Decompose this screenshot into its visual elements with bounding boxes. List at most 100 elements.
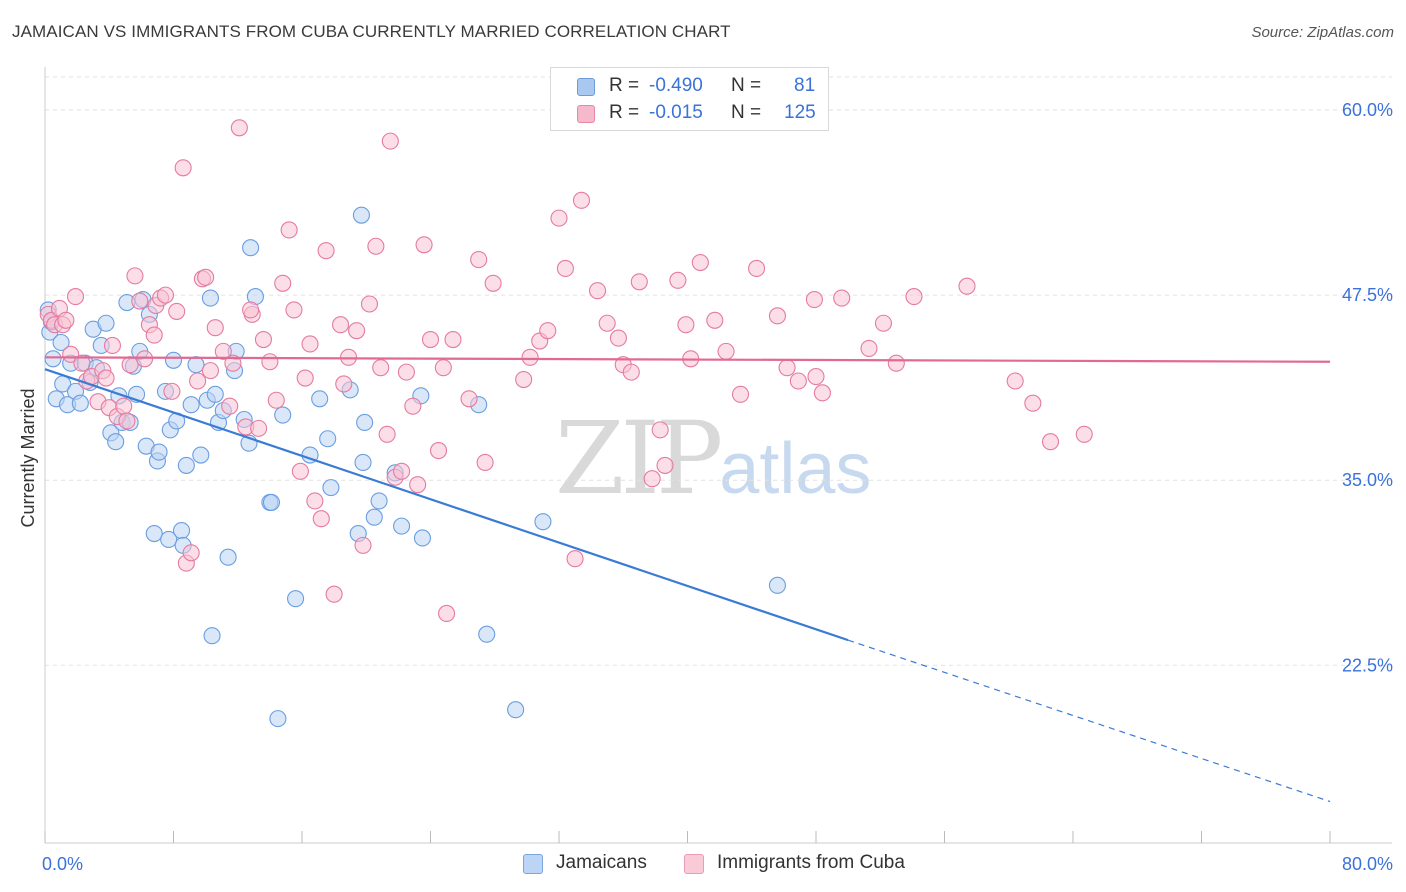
- point-cuba: [285, 301, 303, 319]
- point-jamaicans: [164, 351, 183, 369]
- point-cuba: [566, 550, 584, 568]
- point-jamaicans: [274, 406, 292, 424]
- point-cuba: [97, 369, 115, 387]
- point-jamaicans: [322, 479, 340, 497]
- point-cuba: [335, 375, 353, 393]
- point-cuba: [731, 385, 750, 403]
- point-cuba: [807, 368, 825, 386]
- point-cuba: [438, 604, 456, 623]
- point-cuba: [381, 132, 399, 150]
- point-cuba: [254, 330, 273, 349]
- point-cuba: [306, 492, 324, 510]
- point-cuba: [622, 363, 640, 381]
- correlation-legend: R = -0.490 N = 81 R = -0.015 N = 125: [550, 67, 829, 131]
- point-cuba: [778, 359, 796, 377]
- point-jamaicans: [478, 625, 496, 643]
- point-cuba: [789, 372, 807, 390]
- point-cuba: [1041, 433, 1060, 451]
- point-cuba: [325, 585, 343, 603]
- point-cuba: [301, 335, 319, 353]
- point-cuba: [280, 221, 298, 239]
- point-jamaicans: [177, 456, 195, 474]
- point-jamaicans: [172, 522, 191, 540]
- point-cuba: [136, 350, 154, 368]
- point-cuba: [484, 274, 502, 292]
- point-cuba: [367, 237, 385, 255]
- point-cuba: [717, 342, 735, 360]
- point-jamaicans: [354, 453, 372, 471]
- point-cuba: [539, 322, 557, 340]
- point-cuba: [378, 425, 396, 443]
- point-jamaicans: [201, 289, 219, 307]
- point-cuba: [73, 354, 91, 372]
- x-tick-label: 0.0%: [42, 854, 83, 874]
- point-cuba: [156, 286, 175, 304]
- legend-swatch-jamaicans: [577, 78, 595, 96]
- point-cuba: [643, 470, 661, 488]
- point-jamaicans: [413, 529, 432, 547]
- point-cuba: [317, 242, 335, 260]
- point-cuba: [224, 354, 242, 372]
- point-cuba: [118, 412, 136, 430]
- point-cuba: [706, 311, 724, 329]
- point-cuba: [115, 397, 133, 415]
- point-jamaicans: [242, 239, 260, 257]
- legend-r-label: R =: [609, 102, 640, 123]
- point-cuba: [905, 288, 923, 306]
- legend-n-value: 81: [794, 75, 816, 96]
- point-cuba: [163, 382, 181, 400]
- y-tick-label: 22.5%: [1342, 655, 1393, 675]
- point-jamaicans: [44, 350, 62, 368]
- point-cuba: [588, 282, 607, 300]
- legend-swatch-cuba: [577, 105, 595, 123]
- point-jamaicans: [311, 390, 329, 408]
- point-cuba: [768, 307, 787, 325]
- point-cuba: [860, 339, 878, 357]
- y-tick-label: 60.0%: [1342, 100, 1393, 120]
- point-cuba: [348, 322, 366, 340]
- point-cuba: [691, 253, 709, 272]
- point-jamaicans: [52, 333, 70, 352]
- point-cuba: [145, 326, 163, 344]
- point-jamaicans: [768, 576, 787, 594]
- point-cuba: [874, 314, 893, 332]
- legend-r-label: R =: [609, 75, 640, 96]
- point-cuba: [651, 421, 669, 439]
- point-cuba: [813, 384, 831, 402]
- point-jamaicans: [150, 443, 168, 461]
- point-cuba: [189, 372, 207, 390]
- point-jamaicans: [192, 446, 210, 464]
- point-cuba: [126, 267, 144, 285]
- point-cuba: [103, 336, 122, 355]
- point-jamaicans: [269, 710, 287, 728]
- point-cuba: [250, 419, 268, 437]
- point-jamaicans: [352, 206, 370, 224]
- point-cuba: [66, 288, 85, 306]
- point-cuba: [197, 268, 215, 286]
- point-cuba: [515, 370, 533, 389]
- point-cuba: [372, 359, 390, 377]
- point-jamaicans: [182, 396, 200, 414]
- point-jamaicans: [203, 627, 221, 645]
- point-cuba: [121, 356, 139, 374]
- trendline-jamaicans-extension: [847, 639, 1331, 803]
- point-jamaicans: [206, 385, 224, 403]
- point-cuba: [182, 544, 200, 562]
- point-cuba: [556, 259, 574, 278]
- point-cuba: [1075, 425, 1093, 443]
- watermark: ZIPatlas: [555, 400, 871, 517]
- point-cuba: [421, 330, 440, 349]
- watermark-zip: ZIP: [555, 400, 723, 517]
- bottom-legend-swatch-jamaicans: [523, 854, 543, 874]
- point-cuba: [429, 442, 448, 460]
- point-cuba: [476, 453, 494, 471]
- point-cuba: [291, 462, 309, 480]
- point-jamaicans: [393, 517, 411, 535]
- point-cuba: [1024, 394, 1042, 412]
- point-cuba: [230, 119, 248, 137]
- point-jamaicans: [319, 430, 337, 448]
- point-cuba: [267, 391, 285, 409]
- point-cuba: [434, 359, 452, 377]
- point-cuba: [174, 159, 192, 177]
- legend-n-value: 125: [784, 102, 816, 123]
